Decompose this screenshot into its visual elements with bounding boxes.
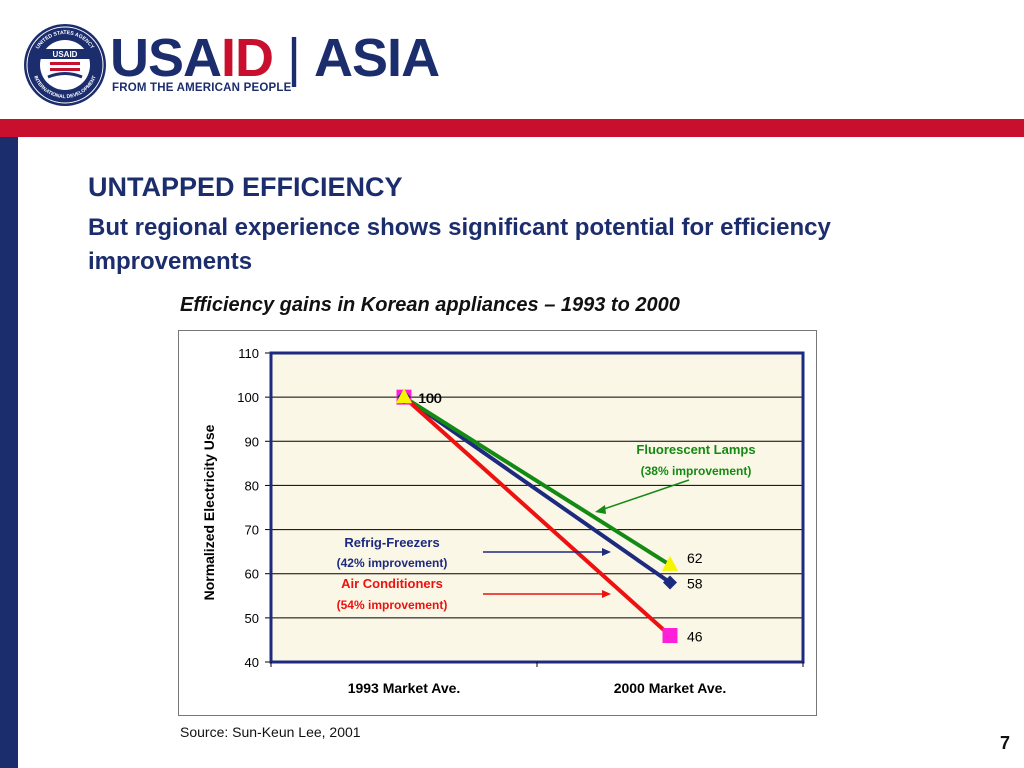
seal-center-text: USAID xyxy=(53,50,78,59)
annotation-title: Refrig-Freezers xyxy=(344,535,439,550)
annotation-arrow-line xyxy=(600,479,690,511)
y-tick-label: 80 xyxy=(245,478,259,493)
header-stripe xyxy=(0,119,1024,137)
y-tick-label: 60 xyxy=(245,567,259,582)
data-label-end: 58 xyxy=(687,576,703,592)
annotation-arrowhead xyxy=(595,505,606,514)
series-line xyxy=(402,395,672,638)
brand-usa: USA xyxy=(110,28,222,88)
x-tick-label: 2000 Market Ave. xyxy=(614,680,727,696)
usaid-seal-icon: USAID UNITED STATES AGENCY INTERNATIONAL… xyxy=(24,24,106,106)
data-label-start: 100 xyxy=(418,390,442,406)
y-tick-label: 110 xyxy=(238,346,259,361)
data-point-square xyxy=(662,628,678,644)
annotation-detail: (54% improvement) xyxy=(337,598,448,612)
page-number: 7 xyxy=(1000,733,1011,753)
slide-subtitle: But regional experience shows significan… xyxy=(88,214,831,275)
y-tick-label: 90 xyxy=(245,434,259,449)
data-point-diamond xyxy=(663,575,677,590)
chart-caption: Efficiency gains in Korean appliances – … xyxy=(180,294,680,316)
data-label-end: 62 xyxy=(687,550,703,566)
annotation-detail: (42% improvement) xyxy=(337,556,448,570)
brand-wordmark: USAID | ASIA xyxy=(110,28,440,88)
plot-background xyxy=(271,353,803,662)
source-note: Source: Sun-Keun Lee, 2001 xyxy=(180,724,361,740)
y-tick-label: 40 xyxy=(245,655,259,670)
annotation-detail: (38% improvement) xyxy=(641,464,752,478)
x-tick-label: 1993 Market Ave. xyxy=(348,680,461,696)
chart-frame: 40 50 60 70 80 90 100 110 1993 Market Ave. 2000 M… xyxy=(178,330,817,716)
brand-tagline: FROM THE AMERICAN PEOPLE xyxy=(112,82,292,94)
y-tick-label: 50 xyxy=(245,611,259,626)
left-accent-bar xyxy=(0,137,18,768)
line-chart: 40 50 60 70 80 90 100 110 1993 Market Ave. 2000 M… xyxy=(201,346,805,696)
annotation-title: Fluorescent Lamps xyxy=(636,442,755,457)
data-point-triangle xyxy=(396,388,412,404)
series-line xyxy=(402,395,672,567)
y-axis-label: Normalized Electricity Use xyxy=(201,424,217,600)
brand-separator: | xyxy=(287,28,301,88)
annotation-arrowhead xyxy=(602,548,611,556)
brand-id: ID xyxy=(221,28,274,88)
annotation-title: Air Conditioners xyxy=(341,576,443,591)
slide-title: UNTAPPED EFFICIENCY xyxy=(88,172,403,202)
data-label-end: 46 xyxy=(687,629,703,645)
y-tick-label: 70 xyxy=(245,523,259,538)
brand-region: ASIA xyxy=(314,28,440,88)
annotation-arrowhead xyxy=(602,590,611,598)
series-line xyxy=(402,395,672,585)
usaid-asia-logo: USAID | ASIA FROM THE AMERICAN PEOPLE xyxy=(110,28,440,100)
y-tick-label: 100 xyxy=(237,390,259,405)
data-point-triangle xyxy=(662,555,678,571)
data-label-start: 100 xyxy=(419,390,443,406)
